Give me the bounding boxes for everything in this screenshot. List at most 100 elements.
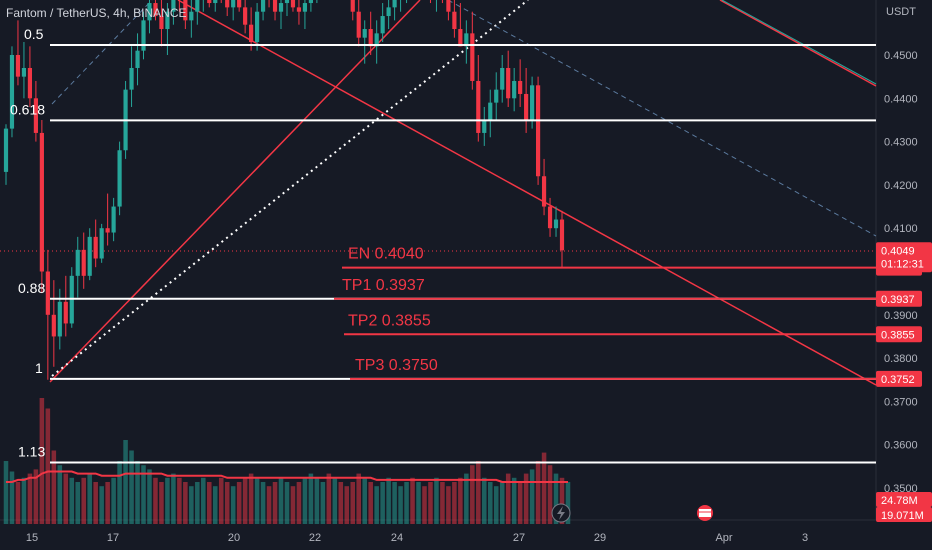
candle (3, 124, 9, 185)
candle-body (272, 0, 278, 12)
candle-body (482, 119, 487, 133)
candle (99, 223, 104, 263)
volume-bar (458, 477, 463, 524)
x-tick-label: 24 (391, 532, 403, 544)
candle-body (541, 176, 547, 207)
volume-bar (523, 473, 529, 524)
candle (278, 0, 284, 30)
volume-bar (452, 482, 457, 524)
candle-body (147, 3, 152, 21)
volume-bar (517, 482, 523, 524)
volume-bar (206, 482, 212, 524)
candle (165, 3, 170, 55)
volume-bar (464, 473, 469, 524)
candle (446, 0, 451, 21)
volume-bar (553, 473, 559, 524)
volume-bar (218, 477, 224, 524)
candle (231, 0, 236, 21)
candle-body (213, 0, 218, 4)
volume-bar (3, 461, 9, 524)
candle (268, 0, 270, 8)
volume-bar (541, 452, 547, 524)
candle-body (135, 50, 140, 68)
candle (153, 0, 158, 21)
candle (524, 67, 529, 133)
candle (452, 0, 457, 38)
candle-body (15, 55, 21, 77)
volume-bar (81, 477, 86, 524)
fib-level-label: 1 (35, 360, 43, 376)
candle (296, 0, 302, 25)
y-tick-label: 0.3900 (884, 310, 918, 322)
candle-body (189, 11, 194, 21)
volume-bar (434, 477, 439, 524)
target-label: TP1 0.3937 (342, 277, 425, 294)
candle-body (476, 80, 481, 133)
volume-bar (177, 477, 182, 524)
volume-bar (266, 486, 272, 524)
candle-body (9, 55, 15, 129)
price-axis: 0.4500 0.4400 0.4300 0.4200 0.4100 0.3900 0.38… (551, 50, 932, 523)
volume-bar (141, 465, 146, 524)
x-tick-label: Apr (715, 532, 732, 544)
volume-bar (487, 482, 493, 524)
volume-bar (254, 477, 260, 524)
volume-bar (338, 482, 344, 524)
candle-body (231, 0, 236, 8)
candle (290, 0, 296, 12)
volume-bar (183, 482, 188, 524)
candle-body (51, 314, 56, 337)
top-right-trendline (719, 0, 877, 87)
candle (488, 89, 493, 138)
candle-body (105, 228, 110, 233)
volume-bar (482, 477, 487, 524)
volume-bar (39, 398, 45, 524)
volume-bar (9, 471, 15, 524)
target-label: EN 0.4040 (348, 246, 424, 263)
price-tag-value: 0.3855 (881, 329, 915, 341)
time-axis: 15 17 20 22 24 27 29 Apr 3 (26, 532, 808, 544)
flag-icon[interactable] (697, 505, 713, 521)
candle-body (452, 11, 457, 30)
candle (207, 0, 212, 8)
volume-bar (314, 477, 320, 524)
candle-body (141, 20, 146, 51)
candle (87, 228, 92, 281)
candle-body (207, 0, 212, 4)
y-tick-label: 0.4300 (884, 137, 918, 149)
levels: 0.5 0.618 0.88 1 1.13 EN 0.4040 TP1 0.3937 TP2 … (10, 26, 876, 464)
candle-body (374, 33, 379, 47)
candle (362, 20, 367, 64)
candle-body (21, 67, 27, 77)
volume-bar (392, 482, 397, 524)
candle (69, 267, 74, 328)
candle-body (380, 16, 385, 34)
candle (135, 33, 140, 86)
candle (541, 158, 547, 216)
candle-body (243, 7, 248, 25)
volume-bar (195, 482, 200, 524)
candle (476, 55, 481, 142)
candle-body (308, 0, 313, 4)
candle-body (87, 236, 92, 276)
y-tick-label: 0.4100 (884, 223, 918, 235)
volume-bar (75, 482, 81, 524)
candle-body (237, 0, 242, 8)
last-price-tag-bg (876, 242, 932, 273)
candle-body (350, 0, 355, 12)
candle (51, 280, 56, 367)
currency-label: USDT (886, 6, 916, 18)
volume-bar (302, 477, 308, 524)
candle-body (296, 7, 302, 12)
fib-level-label: 1.13 (18, 443, 45, 459)
ascending-trendline (49, 0, 421, 383)
volume-bar (410, 477, 415, 524)
candle (195, 0, 200, 25)
volume-bar (129, 450, 134, 524)
flash-icon[interactable] (551, 503, 571, 523)
volume-bar (386, 477, 391, 524)
candle-body (183, 0, 188, 21)
dotted-trendline (51, 0, 529, 377)
